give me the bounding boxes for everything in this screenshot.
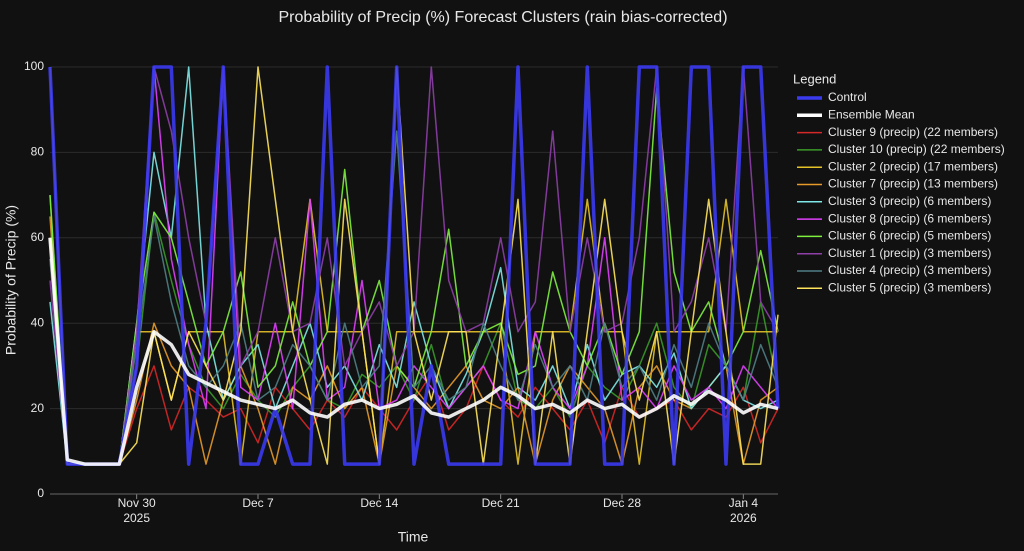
legend-label: Ensemble Mean — [828, 107, 915, 121]
y-axis-title: Probability of Precip (%) — [3, 205, 19, 355]
legend-label: Cluster 8 (precip) (6 members) — [828, 211, 991, 225]
series-line — [48, 65, 780, 466]
legend-label: Control — [828, 90, 867, 104]
legend-label: Cluster 10 (precip) (22 members) — [828, 142, 1005, 156]
legend-label: Cluster 1 (precip) (3 members) — [828, 246, 991, 260]
legend-label: Cluster 7 (precip) (13 members) — [828, 177, 998, 191]
x-tick-label: Nov 30 — [118, 496, 156, 510]
chart-title: Probability of Precip (%) Forecast Clust… — [278, 9, 727, 26]
series-line — [48, 237, 779, 466]
series-line — [49, 130, 779, 465]
y-tick-label: 20 — [31, 401, 45, 415]
y-tick-label: 60 — [31, 230, 45, 244]
x-tick-label: Dec 28 — [603, 496, 641, 510]
x-tick-label: Jan 4 — [729, 496, 759, 510]
legend-label: Cluster 9 (precip) (22 members) — [828, 125, 998, 139]
legend-label: Cluster 3 (precip) (6 members) — [828, 194, 991, 208]
x-axis-title: Time — [398, 529, 429, 545]
x-tick-label: 2026 — [730, 511, 757, 525]
series-line — [49, 195, 779, 465]
x-tick-label: 2025 — [123, 511, 150, 525]
y-tick-label: 100 — [24, 59, 44, 73]
x-tick-label: Dec 7 — [242, 496, 274, 510]
y-tick-label: 40 — [31, 315, 45, 329]
y-tick-label: 0 — [37, 486, 44, 500]
series-line — [49, 66, 779, 465]
legend-label: Cluster 5 (precip) (3 members) — [828, 280, 991, 294]
legend-title: Legend — [793, 71, 836, 86]
legend-label: Cluster 2 (precip) (17 members) — [828, 159, 998, 173]
x-tick-label: Dec 14 — [360, 496, 398, 510]
x-tick-label: Dec 21 — [482, 496, 520, 510]
y-tick-label: 80 — [31, 145, 45, 159]
legend-label: Cluster 6 (precip) (5 members) — [828, 229, 991, 243]
legend-label: Cluster 4 (precip) (3 members) — [828, 263, 991, 277]
